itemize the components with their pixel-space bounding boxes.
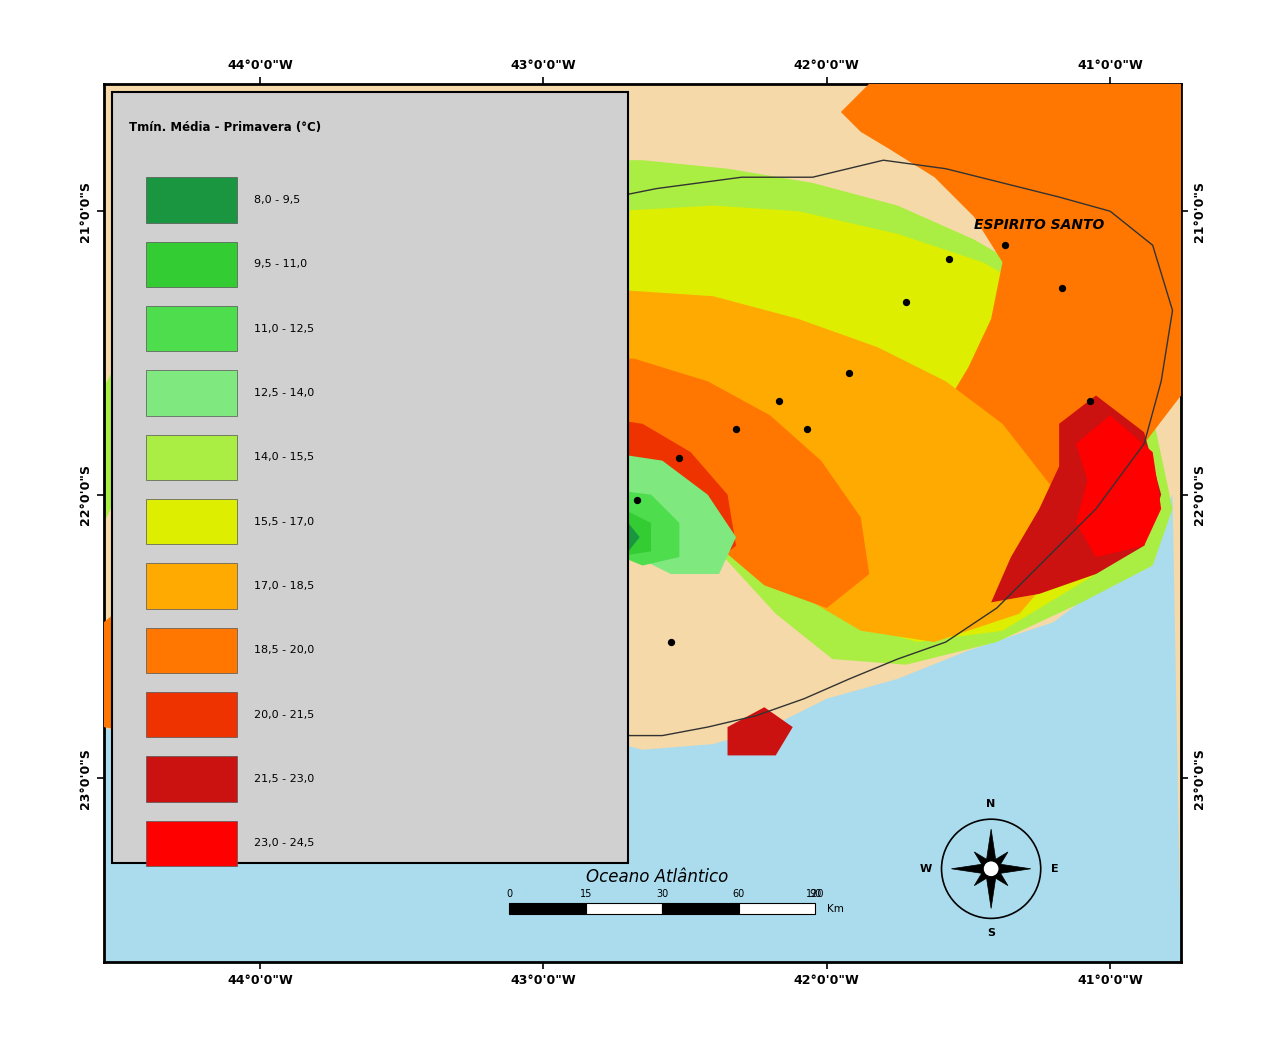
Text: 18,5 - 20,0: 18,5 - 20,0 (254, 645, 315, 655)
Point (726, 422, 747, 438)
Polygon shape (812, 84, 1181, 614)
Text: 8,0 - 9,5: 8,0 - 9,5 (254, 195, 301, 205)
Point (995, 236, 1015, 253)
Bar (146, 499, 238, 544)
Text: 30: 30 (657, 889, 668, 900)
Polygon shape (170, 764, 209, 806)
Point (938, 251, 959, 268)
Circle shape (983, 861, 998, 877)
Bar (146, 628, 238, 673)
Point (414, 699, 434, 715)
Text: 17,0 - 18,5: 17,0 - 18,5 (254, 581, 315, 591)
Text: 0: 0 (506, 889, 513, 900)
Point (896, 294, 916, 311)
Polygon shape (501, 452, 736, 574)
Text: 90: 90 (810, 889, 821, 900)
Polygon shape (586, 508, 651, 558)
Polygon shape (104, 508, 595, 735)
Polygon shape (339, 359, 869, 608)
Text: SÃO PAULO: SÃO PAULO (166, 737, 253, 751)
Text: 23,0 - 24,5: 23,0 - 24,5 (254, 838, 315, 848)
Text: 20,0 - 21,5: 20,0 - 21,5 (254, 709, 315, 720)
Polygon shape (459, 415, 736, 574)
Polygon shape (1076, 415, 1162, 558)
Point (386, 733, 406, 750)
Bar (146, 821, 238, 866)
Polygon shape (104, 160, 1172, 664)
Point (434, 662, 455, 679)
Point (627, 492, 648, 508)
Bar (662, 904, 739, 914)
Bar (146, 177, 238, 223)
Bar (146, 563, 238, 609)
Text: S: S (987, 928, 995, 938)
Bar (586, 904, 662, 914)
Polygon shape (991, 395, 1162, 602)
Point (527, 591, 547, 608)
Bar (509, 904, 586, 914)
Polygon shape (217, 291, 1068, 642)
Polygon shape (986, 869, 997, 909)
Text: 9,5 - 11,0: 9,5 - 11,0 (254, 259, 307, 269)
Bar (739, 904, 816, 914)
Point (797, 422, 817, 438)
Bar (146, 691, 238, 737)
Polygon shape (294, 778, 339, 821)
Point (839, 364, 860, 381)
Text: 12,5 - 14,0: 12,5 - 14,0 (254, 388, 315, 397)
Bar (146, 756, 238, 801)
Polygon shape (132, 206, 1162, 642)
Polygon shape (217, 772, 260, 812)
Polygon shape (991, 863, 1031, 874)
Polygon shape (727, 707, 793, 755)
Point (207, 662, 227, 679)
Polygon shape (987, 865, 1007, 886)
Point (660, 634, 681, 651)
Text: 120: 120 (806, 889, 825, 900)
Text: Tmín. Média - Primavera (°C): Tmín. Média - Primavera (°C) (130, 120, 321, 134)
Text: 15,5 - 17,0: 15,5 - 17,0 (254, 517, 315, 526)
Point (1081, 392, 1101, 409)
Text: N: N (987, 799, 996, 810)
Polygon shape (974, 865, 996, 886)
Text: E: E (1051, 864, 1059, 873)
Bar (146, 370, 238, 415)
Polygon shape (951, 863, 991, 874)
Point (470, 634, 491, 651)
Bar (146, 242, 238, 287)
Point (406, 690, 427, 707)
Point (348, 594, 369, 611)
Point (392, 634, 412, 651)
Text: 14,0 - 15,5: 14,0 - 15,5 (254, 452, 315, 462)
Polygon shape (104, 495, 1181, 962)
Point (768, 392, 789, 409)
Text: 21,5 - 23,0: 21,5 - 23,0 (254, 774, 315, 783)
Text: Km: Km (826, 904, 844, 914)
Polygon shape (104, 84, 1181, 962)
Text: 11,0 - 12,5: 11,0 - 12,5 (254, 323, 315, 334)
Polygon shape (974, 851, 996, 873)
Text: 15: 15 (580, 889, 592, 900)
Point (357, 761, 378, 778)
Point (669, 450, 690, 467)
Point (1051, 279, 1072, 296)
Point (329, 761, 350, 778)
Point (371, 747, 392, 764)
Point (569, 549, 590, 566)
Bar (146, 305, 238, 351)
Text: Oceano Atlântico: Oceano Atlântico (586, 868, 727, 886)
Text: ESPIRITO SANTO: ESPIRITO SANTO (974, 219, 1104, 232)
Text: 60: 60 (732, 889, 745, 900)
Polygon shape (605, 523, 640, 551)
Bar (113, 92, 628, 863)
Polygon shape (986, 829, 997, 869)
Text: W: W (919, 864, 932, 873)
Point (400, 719, 420, 735)
Bar (146, 434, 238, 480)
Polygon shape (987, 851, 1007, 873)
Polygon shape (558, 488, 680, 566)
Point (442, 733, 463, 750)
